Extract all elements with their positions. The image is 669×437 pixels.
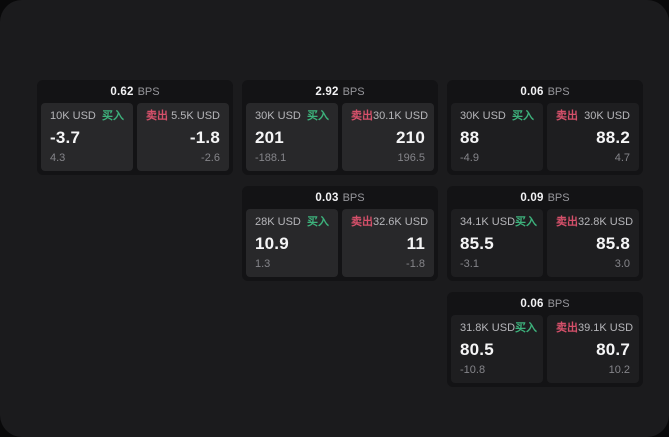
quote-panels: 30K USD 买入 88 -4.9 卖出 30K USD 88.2 4.7 — [447, 103, 643, 175]
bps-unit-label: BPS — [342, 85, 365, 98]
sell-price: 85.8 — [596, 234, 630, 253]
quote-panels: 28K USD 买入 10.9 1.3 卖出 32.6K USD 11 -1.8 — [242, 209, 438, 281]
buy-amount: 34.1K USD — [460, 216, 516, 228]
sell-delta: 196.5 — [397, 152, 425, 164]
buy-delta: -4.9 — [460, 152, 479, 164]
buy-panel[interactable]: 28K USD 买入 10.9 1.3 — [246, 209, 338, 277]
sell-button[interactable]: 卖出 — [146, 110, 168, 122]
buy-price: 80.5 — [460, 340, 494, 359]
quote-panels: 10K USD 买入 -3.7 4.3 卖出 5.5K USD -1.8 -2.… — [37, 103, 233, 175]
buy-button[interactable]: 买入 — [307, 216, 329, 228]
buy-panel[interactable]: 10K USD 买入 -3.7 4.3 — [41, 103, 133, 171]
bps-value: 0.09 — [520, 191, 544, 204]
sell-delta: 4.7 — [614, 152, 630, 164]
sell-panel[interactable]: 卖出 32.6K USD 11 -1.8 — [342, 209, 434, 277]
buy-button[interactable]: 买入 — [102, 110, 124, 122]
sell-delta: 10.2 — [608, 364, 630, 376]
quote-panels: 31.8K USD 买入 80.5 -10.8 卖出 39.1K USD 80.… — [447, 315, 643, 387]
buy-price: 85.5 — [460, 234, 494, 253]
quote-panels: 30K USD 买入 201 -188.1 卖出 30.1K USD 210 1… — [242, 103, 438, 175]
buy-button[interactable]: 买入 — [515, 216, 538, 228]
bps-value: 0.62 — [110, 85, 134, 98]
buy-price: 201 — [255, 128, 284, 147]
buy-delta: -188.1 — [255, 152, 287, 164]
buy-delta: -10.8 — [460, 364, 486, 376]
sell-delta: 3.0 — [614, 258, 630, 270]
sell-price: 11 — [406, 234, 425, 253]
buy-amount: 30K USD — [460, 110, 506, 122]
sell-button[interactable]: 卖出 — [351, 216, 373, 228]
sell-amount: 32.6K USD — [373, 216, 429, 228]
sell-delta: -2.6 — [201, 152, 220, 164]
bps-value: 2.92 — [315, 85, 339, 98]
buy-panel[interactable]: 30K USD 买入 201 -188.1 — [246, 103, 338, 171]
sell-panel[interactable]: 卖出 32.8K USD 85.8 3.0 — [547, 209, 639, 277]
bps-unit-label: BPS — [547, 297, 570, 310]
card-header: 2.92 BPS — [242, 80, 438, 103]
bps-value: 0.06 — [520, 297, 544, 310]
sell-delta: -1.8 — [406, 258, 425, 270]
sell-button[interactable]: 卖出 — [556, 216, 578, 228]
bps-value: 0.06 — [520, 85, 544, 98]
buy-amount: 31.8K USD — [460, 322, 516, 334]
buy-button[interactable]: 买入 — [512, 110, 534, 122]
sell-price: -1.8 — [189, 128, 220, 147]
sell-button[interactable]: 卖出 — [556, 322, 578, 334]
sell-button[interactable]: 卖出 — [556, 110, 578, 122]
sell-button[interactable]: 卖出 — [351, 110, 373, 122]
sell-panel[interactable]: 卖出 30.1K USD 210 196.5 — [342, 103, 434, 171]
sell-price: 210 — [396, 128, 425, 147]
buy-amount: 10K USD — [50, 110, 96, 122]
bps-unit-label: BPS — [137, 85, 160, 98]
card-header: 0.09 BPS — [447, 186, 643, 209]
quote-card: 0.09 BPS 34.1K USD 买入 85.5 -3.1 卖出 32.8K… — [447, 186, 643, 281]
bps-unit-label: BPS — [547, 191, 570, 204]
quote-card: 0.06 BPS 31.8K USD 买入 80.5 -10.8 卖出 39.1… — [447, 292, 643, 387]
buy-price: 10.9 — [255, 234, 289, 253]
buy-panel[interactable]: 30K USD 买入 88 -4.9 — [451, 103, 543, 171]
buy-amount: 28K USD — [255, 216, 301, 228]
buy-amount: 30K USD — [255, 110, 301, 122]
buy-delta: -3.1 — [460, 258, 479, 270]
buy-price: -3.7 — [50, 128, 81, 147]
buy-panel[interactable]: 34.1K USD 买入 85.5 -3.1 — [451, 209, 543, 277]
card-header: 0.62 BPS — [37, 80, 233, 103]
sell-price: 88.2 — [596, 128, 630, 147]
sell-amount: 30K USD — [584, 110, 630, 122]
bps-unit-label: BPS — [342, 191, 365, 204]
card-header: 0.03 BPS — [242, 186, 438, 209]
bps-value: 0.03 — [315, 191, 339, 204]
card-header: 0.06 BPS — [447, 80, 643, 103]
card-header: 0.06 BPS — [447, 292, 643, 315]
buy-delta: 4.3 — [50, 152, 66, 164]
bps-unit-label: BPS — [547, 85, 570, 98]
sell-panel[interactable]: 卖出 5.5K USD -1.8 -2.6 — [137, 103, 229, 171]
quote-card: 0.62 BPS 10K USD 买入 -3.7 4.3 卖出 5.5K USD… — [37, 80, 233, 175]
quote-card: 0.03 BPS 28K USD 买入 10.9 1.3 卖出 32.6K US… — [242, 186, 438, 281]
sell-amount: 30.1K USD — [373, 110, 429, 122]
sell-amount: 5.5K USD — [171, 110, 220, 122]
sell-panel[interactable]: 卖出 39.1K USD 80.7 10.2 — [547, 315, 639, 383]
sell-panel[interactable]: 卖出 30K USD 88.2 4.7 — [547, 103, 639, 171]
sell-amount: 39.1K USD — [578, 322, 634, 334]
quote-panels: 34.1K USD 买入 85.5 -3.1 卖出 32.8K USD 85.8… — [447, 209, 643, 281]
sell-price: 80.7 — [596, 340, 630, 359]
quote-card: 0.06 BPS 30K USD 买入 88 -4.9 卖出 30K USD 8… — [447, 80, 643, 175]
buy-button[interactable]: 买入 — [515, 322, 538, 334]
buy-delta: 1.3 — [255, 258, 271, 270]
buy-price: 88 — [460, 128, 480, 147]
buy-button[interactable]: 买入 — [307, 110, 329, 122]
quote-card: 2.92 BPS 30K USD 买入 201 -188.1 卖出 30.1K … — [242, 80, 438, 175]
sell-amount: 32.8K USD — [578, 216, 634, 228]
buy-panel[interactable]: 31.8K USD 买入 80.5 -10.8 — [451, 315, 543, 383]
